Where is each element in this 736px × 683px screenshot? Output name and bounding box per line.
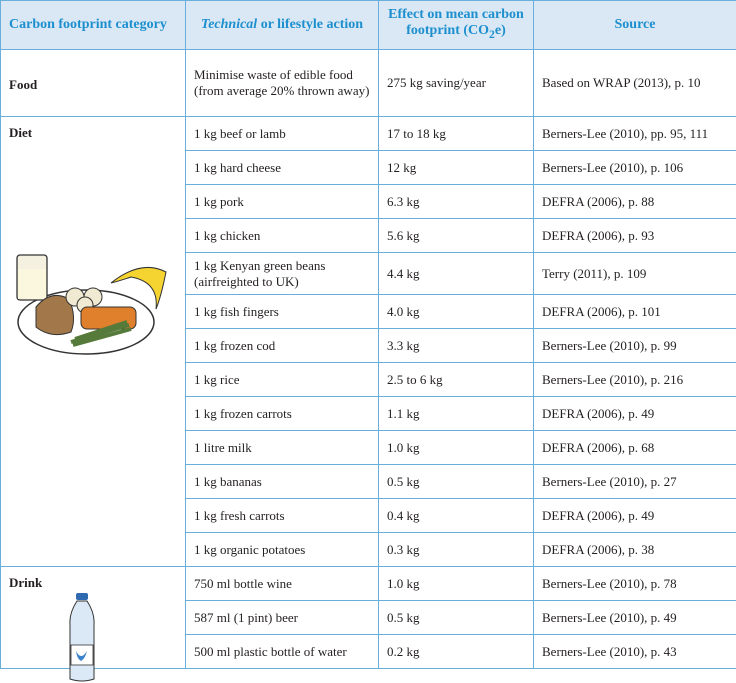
effect-cell: 275 kg saving/year <box>379 50 534 117</box>
effect-cell: 4.4 kg <box>379 253 534 295</box>
source-cell: Terry (2011), p. 109 <box>534 253 736 295</box>
action-cell: 1 kg pork <box>186 185 379 219</box>
action-cell: 1 kg Kenyan green beans (airfreighted to… <box>186 253 379 295</box>
effect-cell: 0.3 kg <box>379 533 534 567</box>
action-cell: 1 litre milk <box>186 431 379 465</box>
source-cell: Berners-Lee (2010), p. 78 <box>534 567 736 601</box>
source-cell: Berners-Lee (2010), p. 106 <box>534 151 736 185</box>
category-label: Diet <box>9 125 32 140</box>
header-category: Carbon footprint category <box>1 1 186 50</box>
action-cell: 1 kg chicken <box>186 219 379 253</box>
water-bottle-icon <box>67 593 97 683</box>
effect-cell: 12 kg <box>379 151 534 185</box>
effect-cell: 17 to 18 kg <box>379 117 534 151</box>
action-cell: 1 kg frozen cod <box>186 329 379 363</box>
action-cell: 750 ml bottle wine <box>186 567 379 601</box>
source-cell: DEFRA (2006), p. 38 <box>534 533 736 567</box>
carbon-footprint-table: Carbon footprint category Technical or l… <box>0 0 736 669</box>
source-cell: Berners-Lee (2010), p. 27 <box>534 465 736 499</box>
category-drink: Drink <box>1 567 186 669</box>
source-cell: Based on WRAP (2013), p. 10 <box>534 50 736 117</box>
category-diet: Diet <box>1 117 186 567</box>
header-effect-post: e) <box>495 23 506 38</box>
effect-cell: 1.1 kg <box>379 397 534 431</box>
effect-cell: 2.5 to 6 kg <box>379 363 534 397</box>
meal-plate-icon <box>11 247 176 357</box>
category-label: Drink <box>9 575 42 590</box>
effect-cell: 3.3 kg <box>379 329 534 363</box>
effect-cell: 5.6 kg <box>379 219 534 253</box>
action-cell: 1 kg fish fingers <box>186 295 379 329</box>
action-cell: 500 ml plastic bottle of water <box>186 635 379 669</box>
table-row: Food Minimise waste of edible food (from… <box>1 50 736 117</box>
effect-cell: 1.0 kg <box>379 567 534 601</box>
source-cell: Berners-Lee (2010), p. 99 <box>534 329 736 363</box>
header-action-rest: or lifestyle action <box>257 17 363 32</box>
source-cell: DEFRA (2006), p. 101 <box>534 295 736 329</box>
source-cell: DEFRA (2006), p. 49 <box>534 499 736 533</box>
effect-cell: 0.2 kg <box>379 635 534 669</box>
action-cell: 1 kg fresh carrots <box>186 499 379 533</box>
source-cell: Berners-Lee (2010), pp. 95, 111 <box>534 117 736 151</box>
source-cell: Berners-Lee (2010), p. 49 <box>534 601 736 635</box>
effect-cell: 0.5 kg <box>379 465 534 499</box>
header-action: Technical or lifestyle action <box>186 1 379 50</box>
header-row: Carbon footprint category Technical or l… <box>1 1 736 50</box>
source-cell: DEFRA (2006), p. 68 <box>534 431 736 465</box>
action-cell: 1 kg beef or lamb <box>186 117 379 151</box>
effect-cell: 0.4 kg <box>379 499 534 533</box>
action-cell: 587 ml (1 pint) beer <box>186 601 379 635</box>
source-cell: DEFRA (2006), p. 93 <box>534 219 736 253</box>
effect-cell: 6.3 kg <box>379 185 534 219</box>
action-cell: Minimise waste of edible food (from aver… <box>186 50 379 117</box>
source-cell: Berners-Lee (2010), p. 43 <box>534 635 736 669</box>
action-cell: 1 kg organic potatoes <box>186 533 379 567</box>
effect-cell: 1.0 kg <box>379 431 534 465</box>
effect-cell: 4.0 kg <box>379 295 534 329</box>
action-cell: 1 kg bananas <box>186 465 379 499</box>
header-action-italic: Technical <box>201 17 257 32</box>
source-cell: DEFRA (2006), p. 88 <box>534 185 736 219</box>
header-effect: Effect on mean carbon footprint (CO2e) <box>379 1 534 50</box>
action-cell: 1 kg hard cheese <box>186 151 379 185</box>
action-cell: 1 kg frozen carrots <box>186 397 379 431</box>
action-cell: 1 kg rice <box>186 363 379 397</box>
source-cell: DEFRA (2006), p. 49 <box>534 397 736 431</box>
category-food: Food <box>1 50 186 117</box>
source-cell: Berners-Lee (2010), p. 216 <box>534 363 736 397</box>
header-source: Source <box>534 1 736 50</box>
effect-cell: 0.5 kg <box>379 601 534 635</box>
